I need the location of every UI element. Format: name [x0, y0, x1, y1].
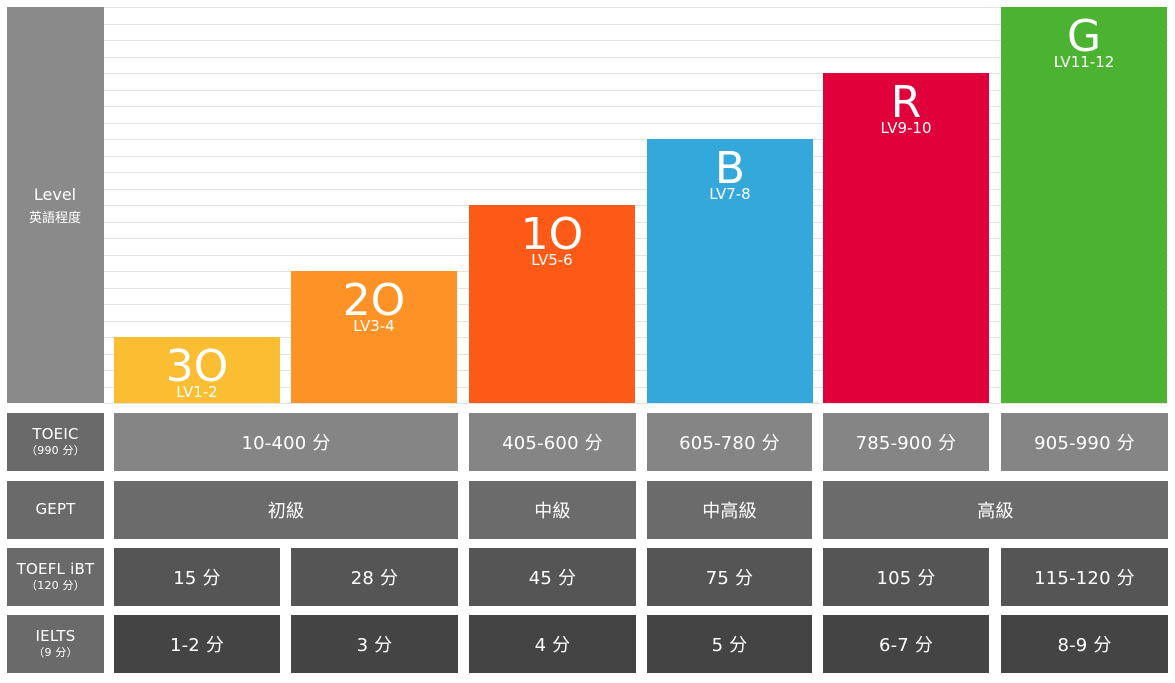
bar-letter-label: G — [1067, 11, 1101, 62]
bar-level-label: LV3-4 — [353, 317, 394, 335]
bar-3 — [469, 205, 635, 403]
bar-level-label: LV5-6 — [531, 251, 572, 269]
bar-6 — [1001, 7, 1167, 403]
y-axis-label: Level — [34, 185, 76, 204]
bar-level-label: LV9-10 — [880, 119, 931, 137]
bar-1 — [114, 337, 280, 403]
bar-letter-label: 1O — [521, 209, 584, 260]
bar-level-label: LV7-8 — [709, 185, 750, 203]
bar-2 — [291, 271, 457, 403]
bar-level-label: LV1-2 — [176, 383, 217, 401]
bar-letter-label: R — [891, 77, 922, 128]
bar-letter-label: 2O — [343, 275, 406, 326]
bar-letter-label: B — [715, 143, 745, 194]
bar-5 — [823, 73, 989, 403]
bar-level-label: LV11-12 — [1054, 53, 1115, 71]
y-axis-label-panel — [7, 7, 104, 403]
bar-letter-label: 3O — [166, 341, 229, 392]
y-axis-sublabel: 英語程度 — [29, 210, 81, 226]
bar-4 — [647, 139, 813, 403]
